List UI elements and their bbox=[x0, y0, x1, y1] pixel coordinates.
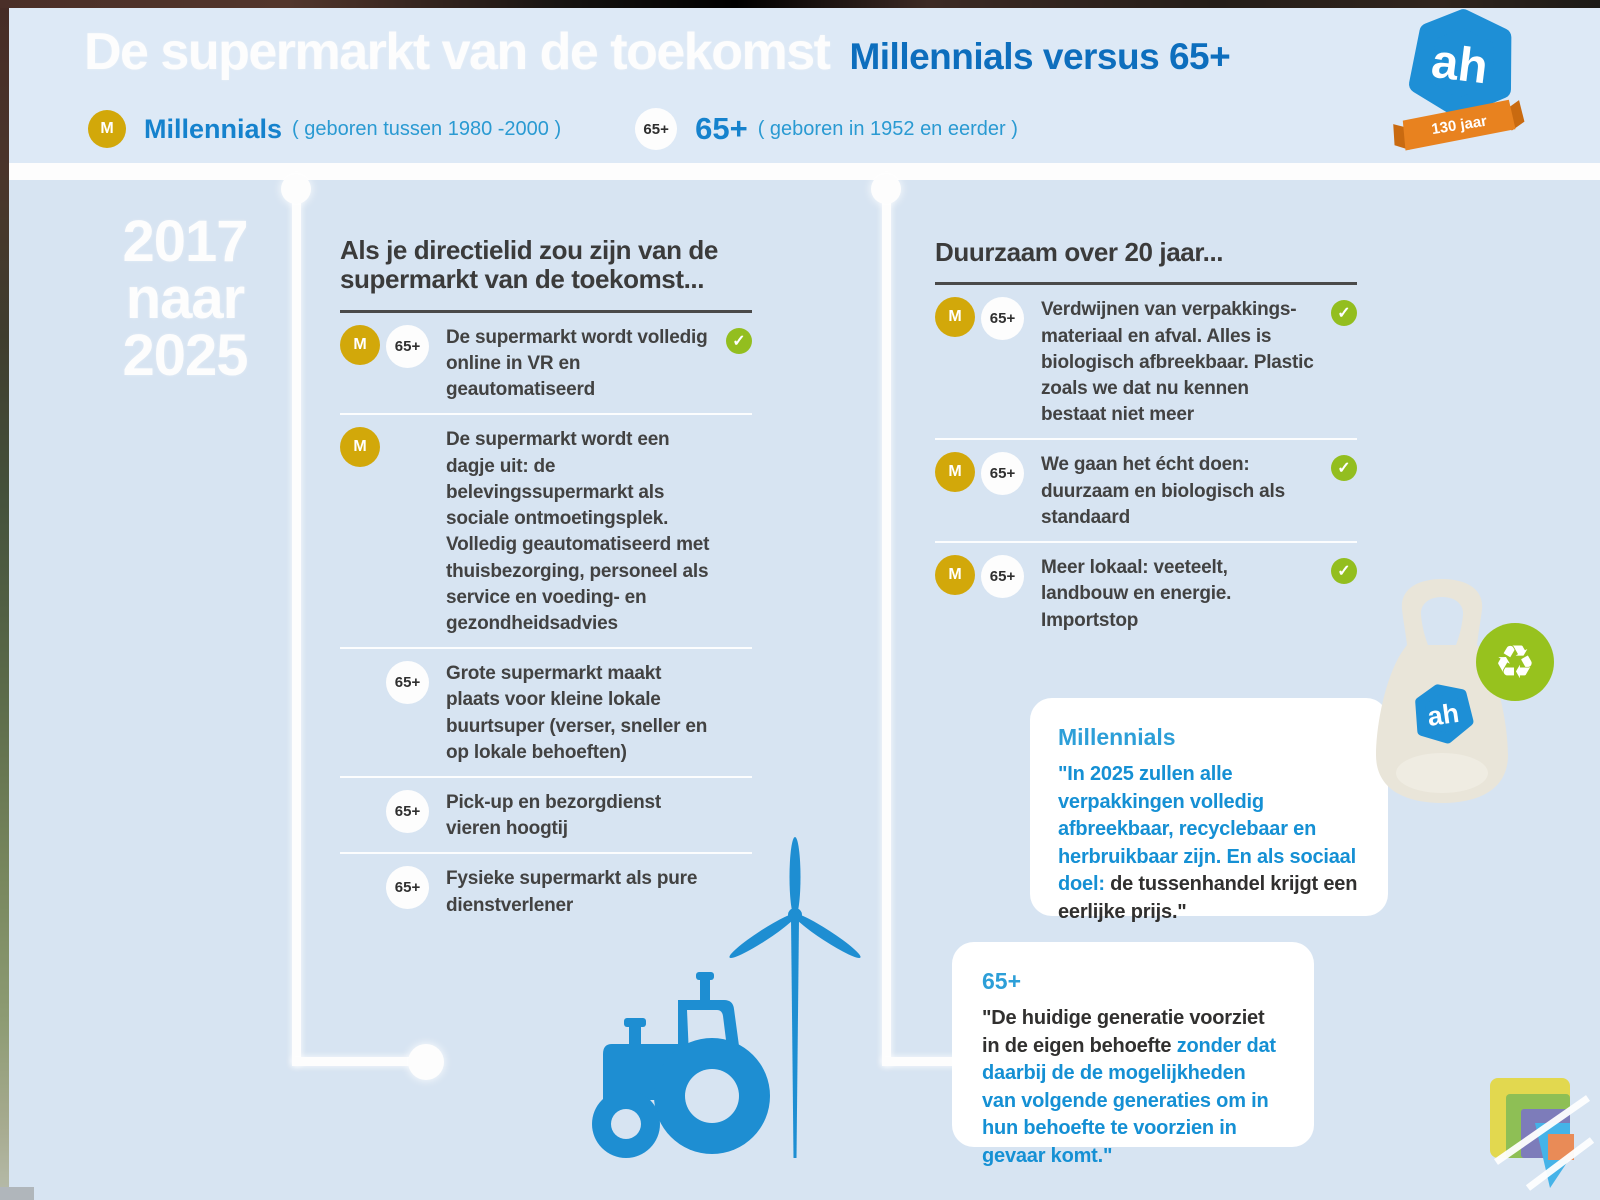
timeline-period: 2017 naar 2025 bbox=[103, 209, 267, 388]
list-item: M 65+ De supermarkt wordt volledig onlin… bbox=[340, 313, 752, 414]
ah-logo-ribbon: 130 jaar bbox=[1393, 99, 1525, 151]
senior-badge-icon: 65+ bbox=[981, 297, 1024, 341]
millennials-quote-card: Millennials "In 2025 zullen alle verpakk… bbox=[1030, 698, 1388, 923]
millennials-badge-icon: M bbox=[935, 555, 975, 596]
timeline-dot-end-left bbox=[408, 1044, 444, 1080]
senior-badge-icon: 65+ bbox=[635, 108, 678, 150]
item-text: We gaan het écht doen: duurzaam en biolo… bbox=[1041, 454, 1285, 528]
quote-lead: "De huidige generatie voorziet in de eig… bbox=[982, 1007, 1265, 1057]
ah-brand-logo: ah 130 jaar bbox=[1393, 4, 1525, 156]
item-text: Pick-up en bezorgdienst vieren hoogtij bbox=[446, 792, 661, 840]
millennials-badge-icon: M bbox=[88, 110, 126, 148]
page-subtitle: Millennials versus 65+ bbox=[849, 36, 1231, 77]
timeline-elbow-left bbox=[292, 1057, 418, 1066]
quote-text: "De huidige generatie voorziet in de eig… bbox=[982, 1005, 1284, 1171]
check-icon: ✓ bbox=[726, 327, 752, 354]
item-text: Verdwijnen van verpakkings-materiaal en … bbox=[1041, 299, 1314, 426]
millennials-badge-icon: M bbox=[935, 452, 975, 493]
photo-edge-top bbox=[0, 0, 1600, 8]
timeline-line-right bbox=[882, 172, 891, 1066]
shopping-bag-icon: ah bbox=[1376, 579, 1508, 803]
timeline-elbow-right bbox=[882, 1057, 958, 1066]
millennials-badge-icon: M bbox=[935, 297, 975, 338]
left-column-title: Als je directielid zou zijn van de super… bbox=[340, 235, 718, 295]
legend-millennials-detail: ( geboren tussen 1980 -2000 ) bbox=[292, 117, 562, 140]
senior-badge-icon: 65+ bbox=[386, 866, 429, 910]
tractor-icon bbox=[592, 972, 770, 1158]
list-item: 65+ Pick-up en bezorgdienst vieren hoogt… bbox=[340, 778, 752, 852]
timeline-dot-top-right bbox=[871, 174, 901, 204]
legend-senior-label: 65+ bbox=[695, 111, 748, 146]
item-separator bbox=[340, 852, 752, 855]
period-end-year: 2025 bbox=[122, 322, 248, 388]
footer-logo-mark bbox=[1490, 1078, 1594, 1191]
ah-logo-shield: ah bbox=[1408, 9, 1512, 118]
list-item: M 65+ We gaan het écht doen: duurzaam en… bbox=[935, 440, 1357, 541]
quote-highlight: "In 2025 zullen alle verpakkingen volled… bbox=[1058, 763, 1356, 896]
period-start-year: 2017 bbox=[122, 209, 248, 274]
bag-ah-logo: ah bbox=[1415, 684, 1474, 744]
period-naar: naar bbox=[125, 265, 246, 331]
list-item: 65+ Grote supermarkt maakt plaats voor k… bbox=[340, 649, 752, 776]
right-column-divider bbox=[935, 282, 1357, 286]
millennials-badge-icon: M bbox=[340, 324, 380, 365]
legend-millennials-label: Millennials bbox=[144, 113, 283, 144]
senior-badge-icon: 65+ bbox=[981, 452, 1024, 496]
ah-logo-text: ah bbox=[1429, 35, 1491, 94]
item-separator bbox=[340, 413, 752, 416]
header-band bbox=[0, 0, 1600, 163]
quote-label: Millennials bbox=[1058, 724, 1176, 750]
recycle-badge: ♻ bbox=[1476, 623, 1554, 701]
item-text: De supermarkt wordt volledig online in V… bbox=[446, 326, 708, 401]
list-item: M 65+ Meer lokaal: veeteelt, landbouw en… bbox=[935, 543, 1357, 644]
check-icon: ✓ bbox=[1331, 455, 1357, 482]
timeline-dot-top-left bbox=[281, 174, 311, 204]
senior-quote-card: 65+ "De huidige generatie voorziet in de… bbox=[952, 942, 1314, 1167]
senior-badge-icon: 65+ bbox=[386, 661, 429, 705]
right-column: Duurzaam over 20 jaar... M 65+ Verdwijne… bbox=[935, 237, 1357, 644]
item-separator bbox=[935, 541, 1357, 544]
legend: M Millennials ( geboren tussen 1980 -200… bbox=[88, 108, 1018, 150]
item-text: Grote supermarkt maakt plaats voor klein… bbox=[446, 663, 708, 763]
item-separator bbox=[935, 438, 1357, 441]
item-separator bbox=[340, 776, 752, 779]
senior-badge-icon: 65+ bbox=[386, 790, 429, 834]
recycle-icon: ♻ bbox=[1494, 635, 1536, 689]
check-icon: ✓ bbox=[1331, 300, 1357, 327]
quote-highlight: zonder dat daarbij de de mogelijkheden v… bbox=[982, 1034, 1276, 1167]
item-text: Meer lokaal: veeteelt, landbouw en energ… bbox=[1041, 557, 1232, 631]
header-separator bbox=[0, 163, 1600, 180]
senior-badge-icon: 65+ bbox=[981, 555, 1024, 599]
photo-edge-left bbox=[0, 0, 9, 1200]
left-column: Als je directielid zou zijn van de super… bbox=[340, 235, 752, 929]
millennials-badge-icon: M bbox=[340, 427, 380, 468]
quote-text: "In 2025 zullen alle verpakkingen volled… bbox=[1058, 761, 1360, 927]
legend-senior-detail: ( geboren in 1952 en eerder ) bbox=[757, 117, 1018, 140]
item-text: Fysieke supermarkt als pure dienstverlen… bbox=[446, 868, 698, 916]
wind-turbine-icon bbox=[729, 837, 861, 1158]
list-item: 65+ Fysieke supermarkt als pure dienstve… bbox=[340, 854, 752, 928]
svg-text:ah: ah bbox=[1426, 698, 1461, 732]
list-item: M De supermarkt wordt een dagje uit: de … bbox=[340, 415, 752, 647]
right-column-title: Duurzaam over 20 jaar... bbox=[935, 237, 1224, 267]
item-separator bbox=[340, 647, 752, 650]
header: De supermarkt van de toekomst Millennial… bbox=[84, 22, 1231, 82]
quote-label: 65+ bbox=[982, 968, 1022, 994]
quote-rest: de tussenhandel krijgt een eerlijke prij… bbox=[1058, 873, 1358, 923]
check-icon: ✓ bbox=[1331, 558, 1357, 585]
senior-badge-icon: 65+ bbox=[386, 324, 429, 368]
timeline-line-left bbox=[292, 172, 301, 1066]
photo-edge-corner bbox=[0, 1187, 34, 1200]
left-column-divider bbox=[340, 309, 752, 313]
item-text: De supermarkt wordt een dagje uit: de be… bbox=[446, 429, 710, 634]
page-title: De supermarkt van de toekomst bbox=[84, 23, 831, 81]
list-item: M 65+ Verdwijnen van verpakkings-materia… bbox=[935, 285, 1357, 438]
